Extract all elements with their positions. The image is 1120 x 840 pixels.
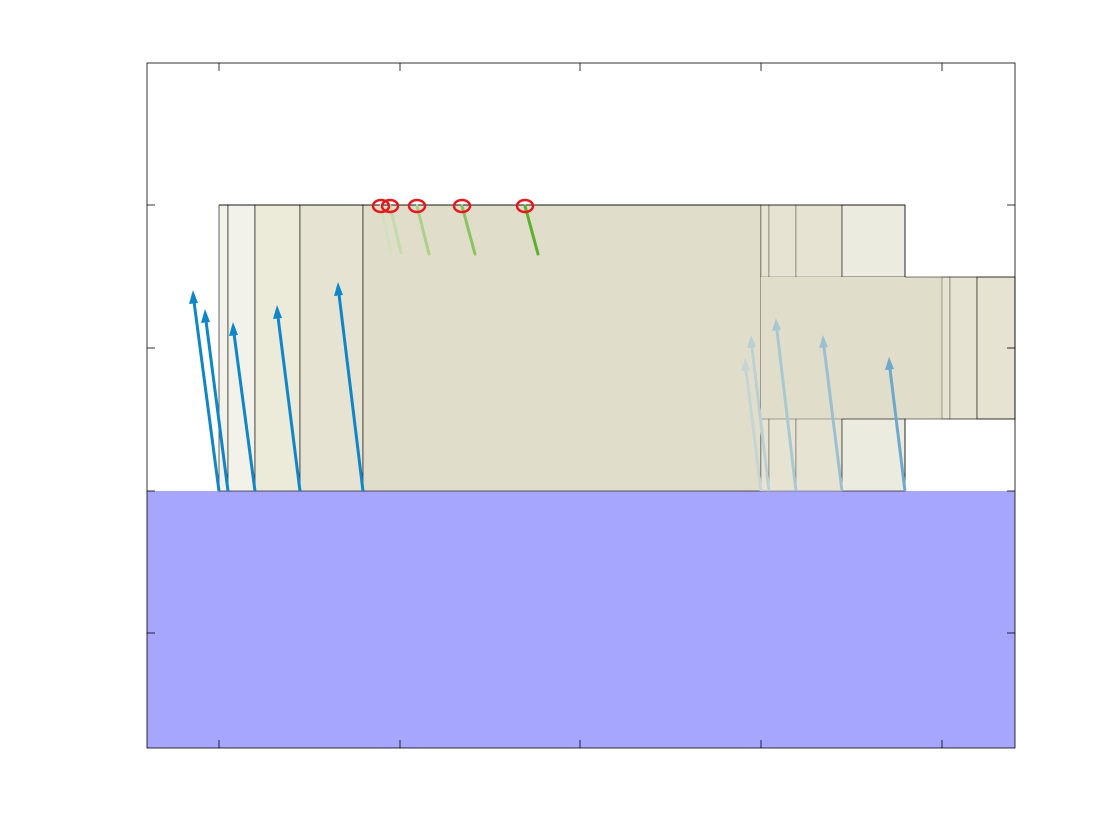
contact-force (415, 204, 431, 256)
force-arrow (743, 361, 763, 492)
slab-blocks (218, 204, 1016, 492)
block (768, 204, 797, 278)
contact-marker (515, 198, 535, 214)
contact-marker (407, 198, 427, 214)
force-arrow (749, 338, 771, 492)
force-arrow (191, 293, 221, 492)
contact-force (460, 204, 477, 256)
force-arrow (336, 285, 365, 492)
force-arrows-right (741, 318, 907, 492)
contact-force (523, 204, 540, 256)
contact-force (388, 204, 403, 255)
plot-area (146, 62, 1016, 749)
block (299, 204, 364, 492)
block (761, 277, 942, 419)
contact-marker (452, 198, 472, 214)
force-arrow (774, 321, 798, 492)
contact-marker (371, 198, 391, 214)
block (841, 204, 906, 278)
x-ticks (218, 63, 943, 748)
ground-region (147, 491, 1015, 748)
block (949, 276, 978, 420)
force-arrows-left (189, 282, 365, 492)
force-arrow (231, 325, 257, 492)
block (362, 204, 762, 492)
contact-markers (371, 198, 535, 214)
contact-force (379, 204, 393, 254)
block (227, 204, 256, 492)
y-ticks (147, 204, 1015, 634)
block (841, 418, 906, 492)
axes-frame (146, 62, 1016, 749)
contact-forces (379, 204, 540, 256)
force-arrow (203, 312, 230, 492)
force-arrow (275, 308, 302, 492)
force-arrow (887, 360, 907, 492)
force-arrow (821, 338, 844, 492)
block (941, 276, 951, 420)
block (760, 204, 770, 278)
contact-marker (380, 198, 400, 214)
block (795, 204, 843, 278)
